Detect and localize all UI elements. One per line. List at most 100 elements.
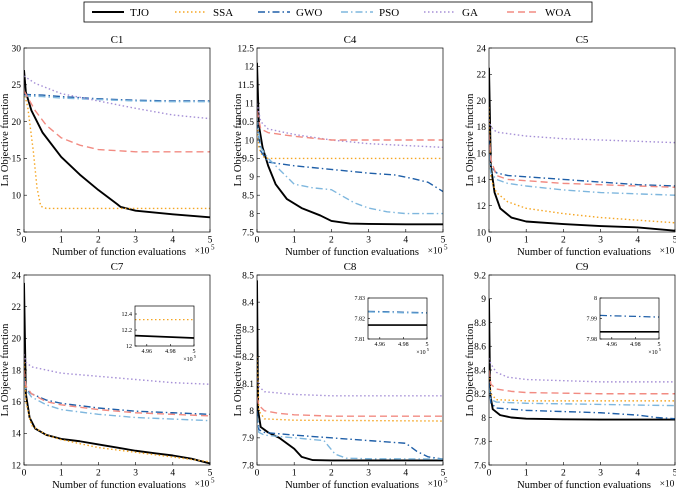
c4-y-tick-label: 11 (245, 100, 254, 110)
c4-x-tick-label: 3 (366, 236, 371, 246)
c7-series-ssa (24, 354, 210, 463)
c1-y-tick-label: 15 (12, 155, 22, 165)
c7-y-tick-label: 22 (12, 303, 22, 313)
c9-inset-y-tick-label: 7.99 (587, 317, 598, 323)
c8-inset-series-pso (368, 311, 427, 315)
c5-series-pso (489, 153, 675, 196)
c9-inset-y-tick-label: 7.98 (587, 337, 598, 343)
c9-x-tick-label: 4 (635, 469, 640, 479)
c8-y-tick-label: 8.1 (242, 380, 254, 390)
c4-x-tick-label: 4 (403, 236, 408, 246)
c7-inset-x-tick-label: 4.98 (165, 349, 176, 355)
c9-series-gwo (489, 381, 675, 420)
c4-x-exponent-power: 5 (444, 244, 448, 252)
panel-title-c7: C7 (111, 261, 124, 273)
c1-y-axis-label: Ln Objective function (0, 93, 11, 186)
c8-y-tick-label: 8.2 (242, 353, 254, 363)
c8-series-woa (257, 396, 443, 417)
c8-series-tjo (257, 280, 443, 462)
panel-c4: C40 1 2 3 4 57.588.599.51010.51111.51212.5×10… (233, 34, 448, 258)
c5-x-tick-label: 0 (487, 236, 492, 246)
c4-x-exponent: ×10 (428, 247, 443, 257)
c4-series-tjo (257, 62, 443, 226)
c4-y-tick-label: 11.5 (238, 81, 255, 91)
legend-label-pso: PSO (379, 7, 399, 19)
c7-series-group (24, 282, 210, 465)
c9-inset-series-gwo (600, 314, 659, 318)
c1-y-tick-label: 10 (12, 192, 22, 202)
c9-x-exponent: ×10 (660, 480, 675, 490)
c9-series-group (489, 298, 675, 421)
c7-inset-series-tjo (135, 334, 194, 339)
c5-series-ssa (489, 107, 675, 224)
c8-inset-x-exponent-power: 5 (427, 347, 430, 352)
c8-inset-y-tick-label: 7.83 (355, 296, 366, 302)
c7-series-tjo (24, 282, 210, 465)
c5-y-tick-label: 12 (477, 202, 487, 212)
c8-inset-y-tick-label: 7.82 (355, 317, 366, 323)
c9-inset-x-tick-label: 5 (658, 342, 661, 348)
legend: TJO SSA GWO PSO GA WOA (83, 1, 593, 23)
c4-y-tick-label: 10.5 (237, 118, 254, 128)
c8-x-tick-label: 1 (292, 469, 297, 479)
c1-x-tick-label: 3 (133, 236, 138, 246)
legend-box (83, 1, 593, 23)
c5-y-tick-label: 22 (477, 71, 487, 81)
c1-series-group (24, 70, 210, 219)
c4-series-woa (257, 110, 443, 141)
c7-inset-x-exponent: ×10 (183, 357, 192, 363)
c1-series-pso (24, 95, 210, 103)
c9-x-axis-label: Number of function evaluations (517, 480, 651, 491)
c7-x-tick-label: 5 (208, 469, 213, 479)
c1-series-tjo (24, 70, 210, 219)
c7-x-tick-label: 1 (59, 469, 64, 479)
c5-x-tick-label: 3 (598, 236, 603, 246)
c5-y-axis-label: Ln Objective function (465, 93, 476, 186)
c7-inset-y-tick-label: 12 (126, 344, 132, 350)
c1-x-tick-label: 0 (22, 236, 27, 246)
c4-series-pso (257, 117, 443, 215)
c8-series-group (257, 280, 443, 462)
legend-label-woa: WOA (545, 7, 571, 19)
c7-y-tick-label: 18 (12, 366, 22, 376)
c1-x-exponent: ×10 (195, 247, 210, 257)
c7-y-tick-label: 24 (12, 271, 22, 281)
c9-x-tick-label: 0 (487, 469, 492, 479)
c9-inset-x-tick-label: 4.98 (630, 342, 641, 348)
c8-y-tick-label: 8.3 (242, 326, 254, 336)
inset-c8: 4.96 4.98 5 7.81 7.82 7.83 ×105 (355, 296, 430, 356)
panel-title-c9: C9 (576, 261, 589, 273)
c4-y-tick-label: 7.5 (242, 228, 254, 238)
c8-y-tick-label: 8.4 (242, 298, 254, 308)
c4-series-group (257, 62, 443, 226)
c8-x-exponent-power: 5 (444, 477, 448, 485)
c5-y-tick-label: 24 (477, 44, 487, 54)
c5-series-ga (489, 120, 675, 144)
panel-c9: C90123457.67.888.28.48.68.899.2×105Numbe… (465, 261, 676, 491)
c1-series-gwo (24, 93, 210, 102)
c1-x-tick-label: 1 (59, 236, 64, 246)
c7-x-tick-label: 0 (22, 469, 27, 479)
c1-y-tick-label: 25 (12, 81, 22, 91)
legend-label-ga: GA (462, 7, 478, 19)
panel-title-c1: C1 (111, 34, 124, 46)
c4-y-axis-label: Ln Objective function (233, 93, 244, 186)
c8-y-tick-label: 8.5 (242, 271, 254, 281)
c9-x-tick-label: 3 (598, 469, 603, 479)
c8-x-tick-label: 2 (329, 469, 334, 479)
panel-c8: C80 1 2 3 4 57.87.988.18.28.38.48.5×10 5Number… (233, 261, 448, 491)
c7-inset-series-group (135, 318, 194, 339)
c5-axes-frame (488, 47, 676, 233)
c7-series-ga (24, 354, 210, 385)
c9-x-tick-label: 1 (524, 469, 529, 479)
c7-inset-x-tick-label: 4.96 (142, 349, 153, 355)
c5-y-tick-label: 20 (477, 97, 487, 107)
c4-series-ga (257, 103, 443, 149)
c8-inset-x-tick-label: 4.96 (375, 342, 386, 348)
c9-y-tick-label: 8.2 (474, 390, 486, 400)
c7-y-tick-label: 12 (12, 461, 22, 471)
c8-y-axis-label: Ln Objective function (233, 323, 244, 416)
